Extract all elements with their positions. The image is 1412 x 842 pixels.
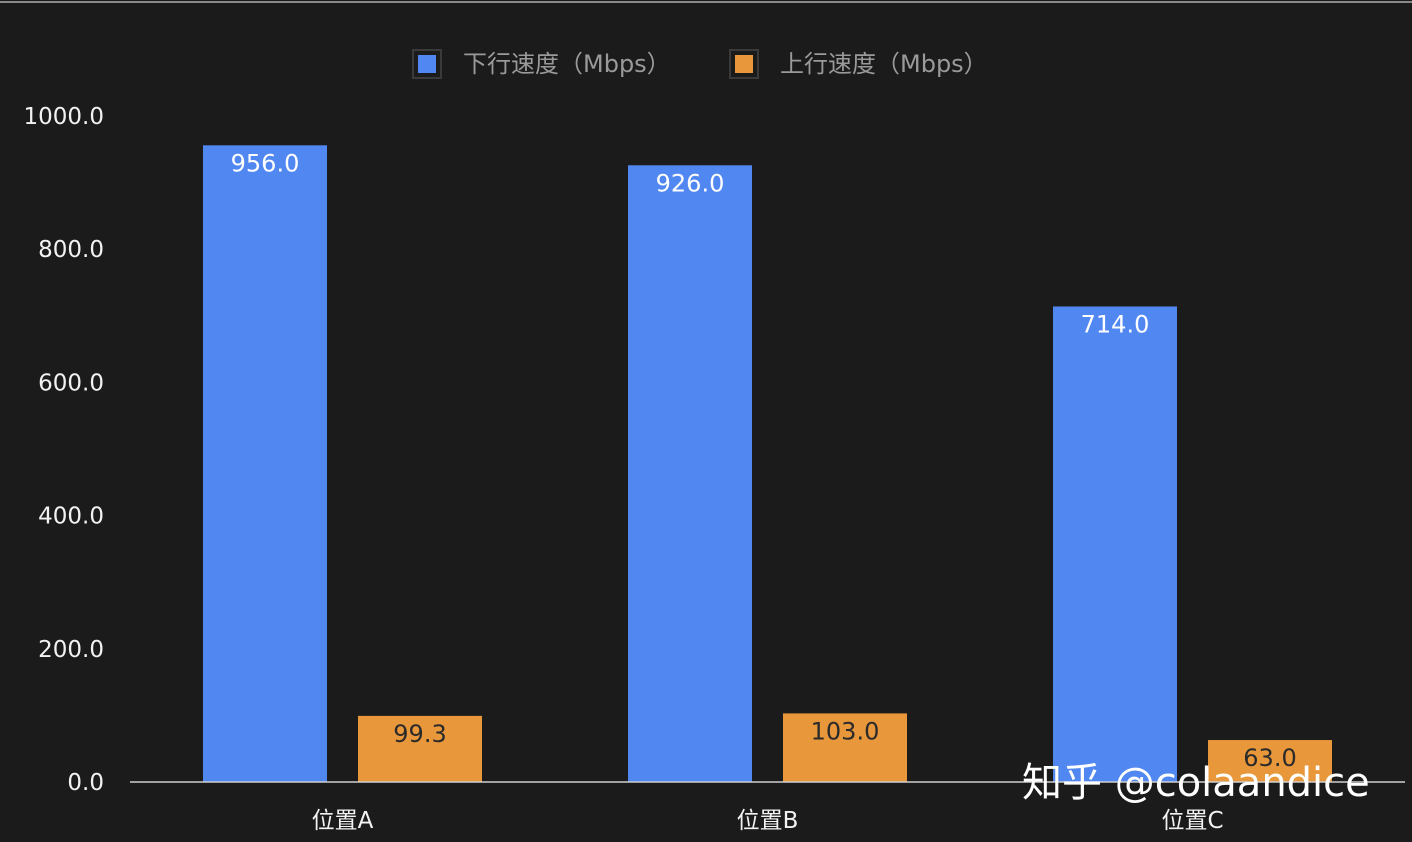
y-tick-label: 1000.0 [24,104,104,130]
y-tick-label: 800.0 [38,237,104,263]
x-axis: 位置A 位置B 位置C [312,808,1224,834]
bar[interactable] [358,715,482,782]
y-axis: 0.0 200.0 400.0 600.0 800.0 1000.0 [24,104,104,796]
bars: 956.0 99.3 926.0 103.0 714.0 63.0 [203,145,1332,782]
bar-value-label: 103.0 [811,717,880,745]
legend[interactable]: 下行速度（Mbps） 上行速度（Mbps） [412,49,988,79]
y-tick-label: 400.0 [38,504,104,530]
y-tick-label: 200.0 [38,637,104,663]
x-tick-label: 位置C [1161,808,1223,834]
bar[interactable] [1208,740,1332,782]
legend-label[interactable]: 下行速度（Mbps） [463,50,671,78]
legend-swatch[interactable] [418,55,436,73]
legend-swatch[interactable] [735,55,753,73]
x-tick-label: 位置A [312,808,374,834]
bar-value-label: 99.3 [393,720,446,748]
bar-value-label: 714.0 [1081,310,1150,338]
x-tick-label: 位置B [737,808,799,834]
legend-swatch-frame [412,49,442,79]
y-tick-label: 0.0 [67,770,104,796]
bar-value-label: 63.0 [1243,744,1296,772]
bar[interactable] [783,713,907,782]
bar[interactable] [628,165,752,782]
bar-value-label: 926.0 [656,169,725,197]
legend-label[interactable]: 上行速度（Mbps） [780,50,988,78]
bar[interactable] [203,145,327,782]
bar[interactable] [1053,306,1177,782]
legend-swatch-frame [729,49,759,79]
watermark: 知乎 @colaandice [1022,760,1370,806]
y-tick-label: 600.0 [38,370,104,396]
bar-value-label: 956.0 [231,149,300,177]
